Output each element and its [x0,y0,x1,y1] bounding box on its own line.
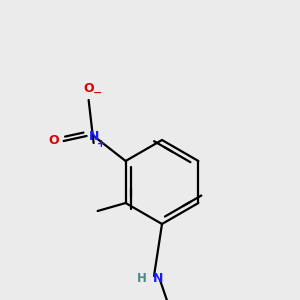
Text: N: N [153,272,163,284]
Text: +: + [97,139,106,149]
Text: N: N [88,130,99,142]
Text: O: O [48,134,59,148]
Text: O: O [83,82,94,94]
Text: −: − [93,88,102,98]
Text: H: H [137,272,147,284]
